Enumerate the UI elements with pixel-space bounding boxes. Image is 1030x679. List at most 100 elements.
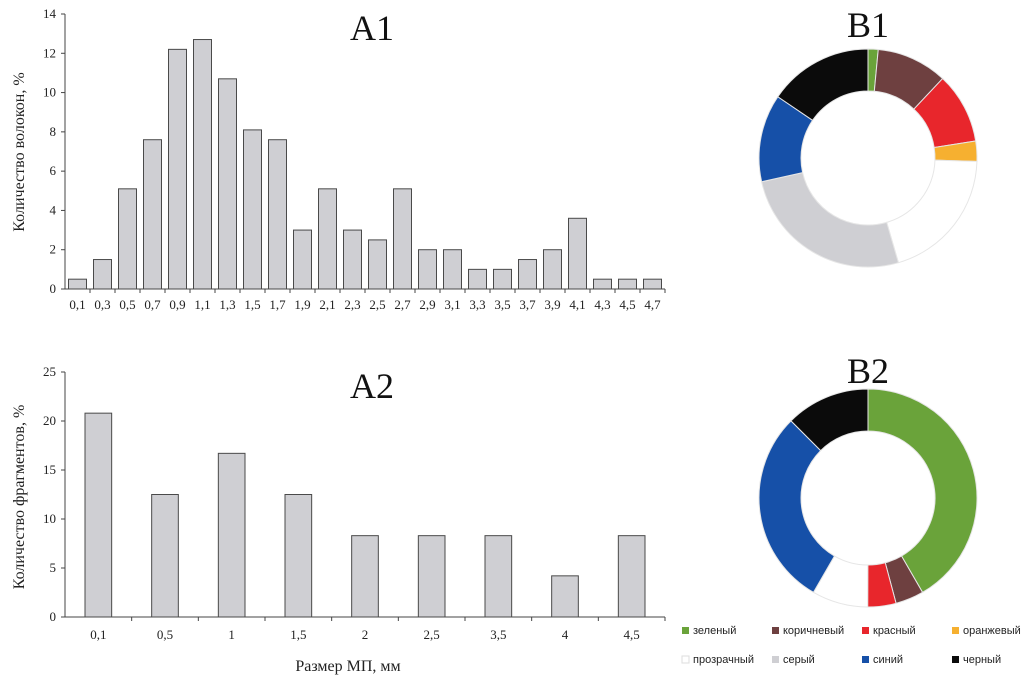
chart-a2-x-tick-label: 0,1 (90, 627, 106, 642)
chart-a2-bar (417, 535, 446, 618)
chart-a1-y-tick-label: 4 (50, 202, 57, 217)
chart-a2-x-tick-label: 3,5 (490, 627, 506, 642)
chart-b2-title: B2 (847, 351, 889, 391)
chart-a1-bar (543, 249, 562, 290)
chart-a2-x-tick-label: 2,5 (424, 627, 440, 642)
chart-a1-bar (643, 278, 662, 290)
chart-a1-x-tick-label: 1,9 (294, 297, 310, 312)
chart-a2-bar (217, 452, 246, 618)
chart-b1-slice-5 (761, 172, 900, 268)
chart-a1-x-tick-label: 2,9 (419, 297, 435, 312)
chart-a2-y-tick-label: 25 (43, 364, 56, 379)
chart-a1-x-tick-label: 4,1 (569, 297, 585, 312)
legend-label: оранжевый (963, 625, 1021, 637)
chart-a1-x-tick-label: 1,3 (219, 297, 235, 312)
chart-a1-x-tick-label: 0,7 (144, 297, 161, 312)
chart-a1-y-tick-label: 8 (50, 124, 57, 139)
legend-label: черный (963, 654, 1001, 666)
chart-a2-x-axis-title: Размер МП, мм (295, 658, 400, 675)
chart-a2-y-tick-label: 5 (50, 560, 57, 575)
chart-a2-x-tick-label: 4 (562, 627, 569, 642)
chart-a1-y-tick-label: 0 (50, 281, 57, 296)
chart-a1-x-tick-label: 4,7 (644, 297, 661, 312)
chart-a1-bar (143, 139, 162, 290)
chart-a1-x-tick-label: 3,5 (494, 297, 510, 312)
chart-a1-bar (93, 259, 112, 290)
chart-a1-bar (193, 39, 212, 290)
chart-a2-y-tick-label: 20 (43, 413, 56, 428)
chart-a1-bar (318, 188, 337, 290)
chart-a1-bar (468, 268, 487, 290)
chart-a1-x-tick-label: 2,3 (344, 297, 360, 312)
chart-a1-x-tick-label: 4,5 (619, 297, 635, 312)
chart-a1-bar (443, 249, 462, 290)
chart-a1-x-tick-label: 0,9 (169, 297, 185, 312)
chart-a2-bar (484, 535, 513, 618)
chart-b2-slice-0 (867, 388, 978, 594)
chart-a1-bar (68, 278, 87, 290)
chart-a2-x-tick-label: 4,5 (624, 627, 640, 642)
chart-a1-x-tick-label: 1,7 (269, 297, 286, 312)
chart-b1-title: B1 (847, 5, 889, 45)
legend-label: синий (873, 654, 903, 666)
chart-b1-slice-4 (886, 159, 978, 264)
legend-swatch (952, 627, 959, 634)
chart-a1-bar (618, 278, 637, 290)
legend-swatch (772, 627, 779, 634)
chart-a1-x-tick-label: 0,5 (119, 297, 135, 312)
chart-a1-x-tick-label: 3,3 (469, 297, 485, 312)
chart-a1-bar (293, 229, 312, 290)
legend: зеленый коричневый красный оранжевый прозрач… (681, 625, 1021, 666)
chart-a1-title: A1 (350, 8, 394, 48)
chart-a1-y-tick-label: 6 (50, 163, 57, 178)
chart-a1-x-tick-label: 0,1 (69, 297, 85, 312)
chart-a1-bar (418, 249, 437, 290)
chart-a1-x-tick-label: 3,9 (544, 297, 560, 312)
legend-label: зеленый (693, 625, 736, 637)
chart-a1-bar (268, 139, 287, 290)
chart-b2-slice-7 (790, 388, 869, 452)
chart-a1-bar (593, 278, 612, 290)
chart-a1-x-tick-label: 1,1 (194, 297, 210, 312)
chart-a2-x-tick-label: 2 (362, 627, 369, 642)
chart-a1-y-tick-label: 12 (43, 45, 56, 60)
chart-a1-x-tick-label: 2,7 (394, 297, 411, 312)
chart-a2-x-tick-label: 1,5 (290, 627, 306, 642)
chart-b1-slice-7 (777, 48, 869, 122)
legend-swatch (952, 656, 959, 663)
chart-a1-bar (518, 259, 537, 290)
chart-a1-y-tick-label: 10 (43, 85, 56, 100)
chart-a1-bar (343, 229, 362, 290)
chart-a2-bar (617, 535, 646, 618)
chart-a1-bar (368, 239, 387, 290)
chart-a1-x-tick-label: 3,7 (519, 297, 536, 312)
chart-a2-bar (551, 575, 579, 618)
legend-swatch (862, 627, 869, 634)
chart-a1-bar (493, 268, 512, 290)
legend-label: серый (783, 654, 815, 666)
chart-a1-x-tick-label: 0,3 (94, 297, 110, 312)
chart-a2-bar (84, 412, 113, 618)
legend-label: прозрачный (693, 654, 754, 666)
chart-a1-x-tick-label: 4,3 (594, 297, 610, 312)
legend-swatch (862, 656, 869, 663)
chart-a2-x-tick-label: 1 (228, 627, 235, 642)
chart-a2-y-tick-label: 0 (50, 609, 57, 624)
chart-a1-bar (218, 78, 237, 290)
legend-swatch (681, 655, 690, 664)
legend-label: коричневый (783, 625, 844, 637)
chart-a2-bar (284, 494, 313, 618)
chart-a1-y-tick-label: 2 (50, 242, 57, 257)
chart-a2-y-tick-label: 10 (43, 511, 56, 526)
chart-a1-x-tick-label: 3,1 (444, 297, 460, 312)
chart-a1-x-tick-label: 2,1 (319, 297, 335, 312)
chart-a1-x-tick-label: 1,5 (244, 297, 260, 312)
chart-a1-bar (393, 188, 412, 290)
legend-swatch (682, 627, 689, 634)
chart-a2-y-axis-title: Количество фрагментов, % (11, 405, 28, 590)
chart-a2-title: A2 (350, 366, 394, 406)
chart-a1-bar (118, 188, 137, 290)
chart-b1: B1 (758, 5, 978, 268)
chart-a2-bar (351, 535, 379, 618)
